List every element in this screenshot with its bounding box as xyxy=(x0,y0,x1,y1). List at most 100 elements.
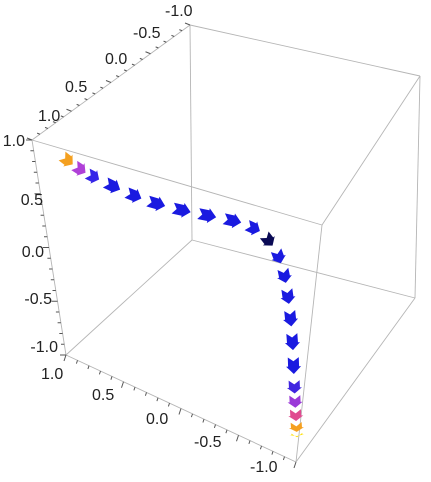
arrow-shape xyxy=(287,395,303,408)
tick-mark xyxy=(225,429,228,434)
tick-label: 0.0 xyxy=(22,244,44,261)
arrow-shape xyxy=(270,248,286,264)
box-edge xyxy=(295,297,416,463)
tick-mark xyxy=(178,408,182,415)
arrow-segment xyxy=(288,422,304,432)
tick-mark xyxy=(36,132,41,135)
tick-mark xyxy=(171,34,175,37)
tick-mark xyxy=(145,51,151,55)
tick-mark xyxy=(282,456,285,461)
tick-mark xyxy=(271,451,274,455)
tick-label: 0.0 xyxy=(105,51,127,68)
tick-mark xyxy=(76,103,80,106)
arrow-shape xyxy=(71,160,86,176)
tick-mark xyxy=(63,354,67,362)
arrow-shape xyxy=(280,288,296,304)
tick-mark xyxy=(133,386,136,391)
arrow-segment xyxy=(259,231,275,246)
arrow-segment xyxy=(286,380,302,394)
arrow-segment xyxy=(58,151,73,167)
arrow-shape xyxy=(58,151,73,167)
arrow-segment xyxy=(197,208,217,224)
box-edge xyxy=(191,239,416,299)
tick-mark xyxy=(52,121,56,124)
tick-mark xyxy=(156,397,159,402)
box-edge xyxy=(31,139,323,226)
arrow-shape xyxy=(171,202,191,218)
tick-mark xyxy=(84,98,88,101)
arrow-segment xyxy=(288,409,304,422)
tick-mark xyxy=(155,46,159,49)
arrow-curve xyxy=(58,151,305,438)
arrow-segment xyxy=(289,432,305,438)
arrow-shape xyxy=(286,357,302,374)
box-edge xyxy=(321,75,421,226)
arrow-segment xyxy=(244,220,260,236)
box-edge xyxy=(189,24,193,241)
arrow-segment xyxy=(146,195,166,212)
tick-label: -1.0 xyxy=(30,339,58,356)
arrow-shape xyxy=(284,333,300,351)
tick-mark xyxy=(75,360,78,364)
axis-ticks xyxy=(26,22,297,469)
arrow-shape xyxy=(102,177,121,194)
tick-mark xyxy=(105,80,112,83)
tick-mark xyxy=(144,392,147,396)
tick-mark xyxy=(121,381,124,388)
arrow-segment xyxy=(222,213,242,229)
tick-mark xyxy=(184,22,191,26)
tick-mark xyxy=(190,413,193,418)
arrow-shape xyxy=(283,309,299,327)
arrow-shape xyxy=(197,208,217,224)
axis-bottom-labels: 1.0 0.5 0.0 -0.5 -1.0 xyxy=(41,366,278,476)
arrow-shape xyxy=(288,409,304,422)
tick-label: 0.5 xyxy=(65,79,87,96)
tick-label: 0.5 xyxy=(92,387,114,404)
arrow-shape xyxy=(84,168,100,184)
tick-label: 1.0 xyxy=(41,366,63,383)
arrow-segment xyxy=(286,357,302,374)
arrow-shape xyxy=(259,231,275,246)
arrow-segment xyxy=(284,333,300,351)
arrow-shape xyxy=(222,213,242,229)
arrow-segment xyxy=(280,288,296,304)
tick-mark xyxy=(139,57,143,60)
arrow-shape xyxy=(124,187,142,203)
arrow-segment xyxy=(71,160,86,176)
tick-mark xyxy=(98,370,101,375)
tick-mark xyxy=(60,115,64,118)
arrow-shape xyxy=(288,422,304,432)
arrow-shape xyxy=(277,267,292,283)
tick-mark xyxy=(87,365,90,370)
tick-mark xyxy=(110,376,113,380)
tick-mark xyxy=(44,126,48,129)
arrow-segment xyxy=(277,267,292,283)
arrow-segment xyxy=(171,202,191,218)
tick-mark xyxy=(248,440,251,445)
tick-label: -1.0 xyxy=(165,3,193,20)
tick-mark xyxy=(213,424,216,429)
bounding-box xyxy=(31,24,421,463)
tick-mark xyxy=(236,435,239,442)
tick-mark xyxy=(92,92,96,95)
arrow-segment xyxy=(84,168,100,184)
tick-mark xyxy=(131,63,135,66)
arrow-shape xyxy=(146,195,166,212)
arrow-shape xyxy=(244,220,260,236)
arrow-segment xyxy=(124,187,142,203)
arrow-segment xyxy=(283,309,299,327)
arrow-shape xyxy=(286,380,302,394)
tick-mark xyxy=(259,445,262,450)
tick-mark xyxy=(167,402,170,407)
box-edge xyxy=(189,24,421,77)
box-edge xyxy=(295,224,323,463)
arrow-segment xyxy=(270,248,286,264)
tick-label: 0.5 xyxy=(21,192,43,209)
tick-label: -0.5 xyxy=(133,25,161,42)
axis-top-labels: -1.0 -0.5 0.0 0.5 1.0 xyxy=(38,3,193,125)
tick-mark xyxy=(163,40,167,43)
tick-mark xyxy=(66,108,72,112)
axis-left-labels: 1.0 0.5 0.0 -0.5 -1.0 xyxy=(3,133,58,356)
tick-label: 0.0 xyxy=(146,411,168,428)
